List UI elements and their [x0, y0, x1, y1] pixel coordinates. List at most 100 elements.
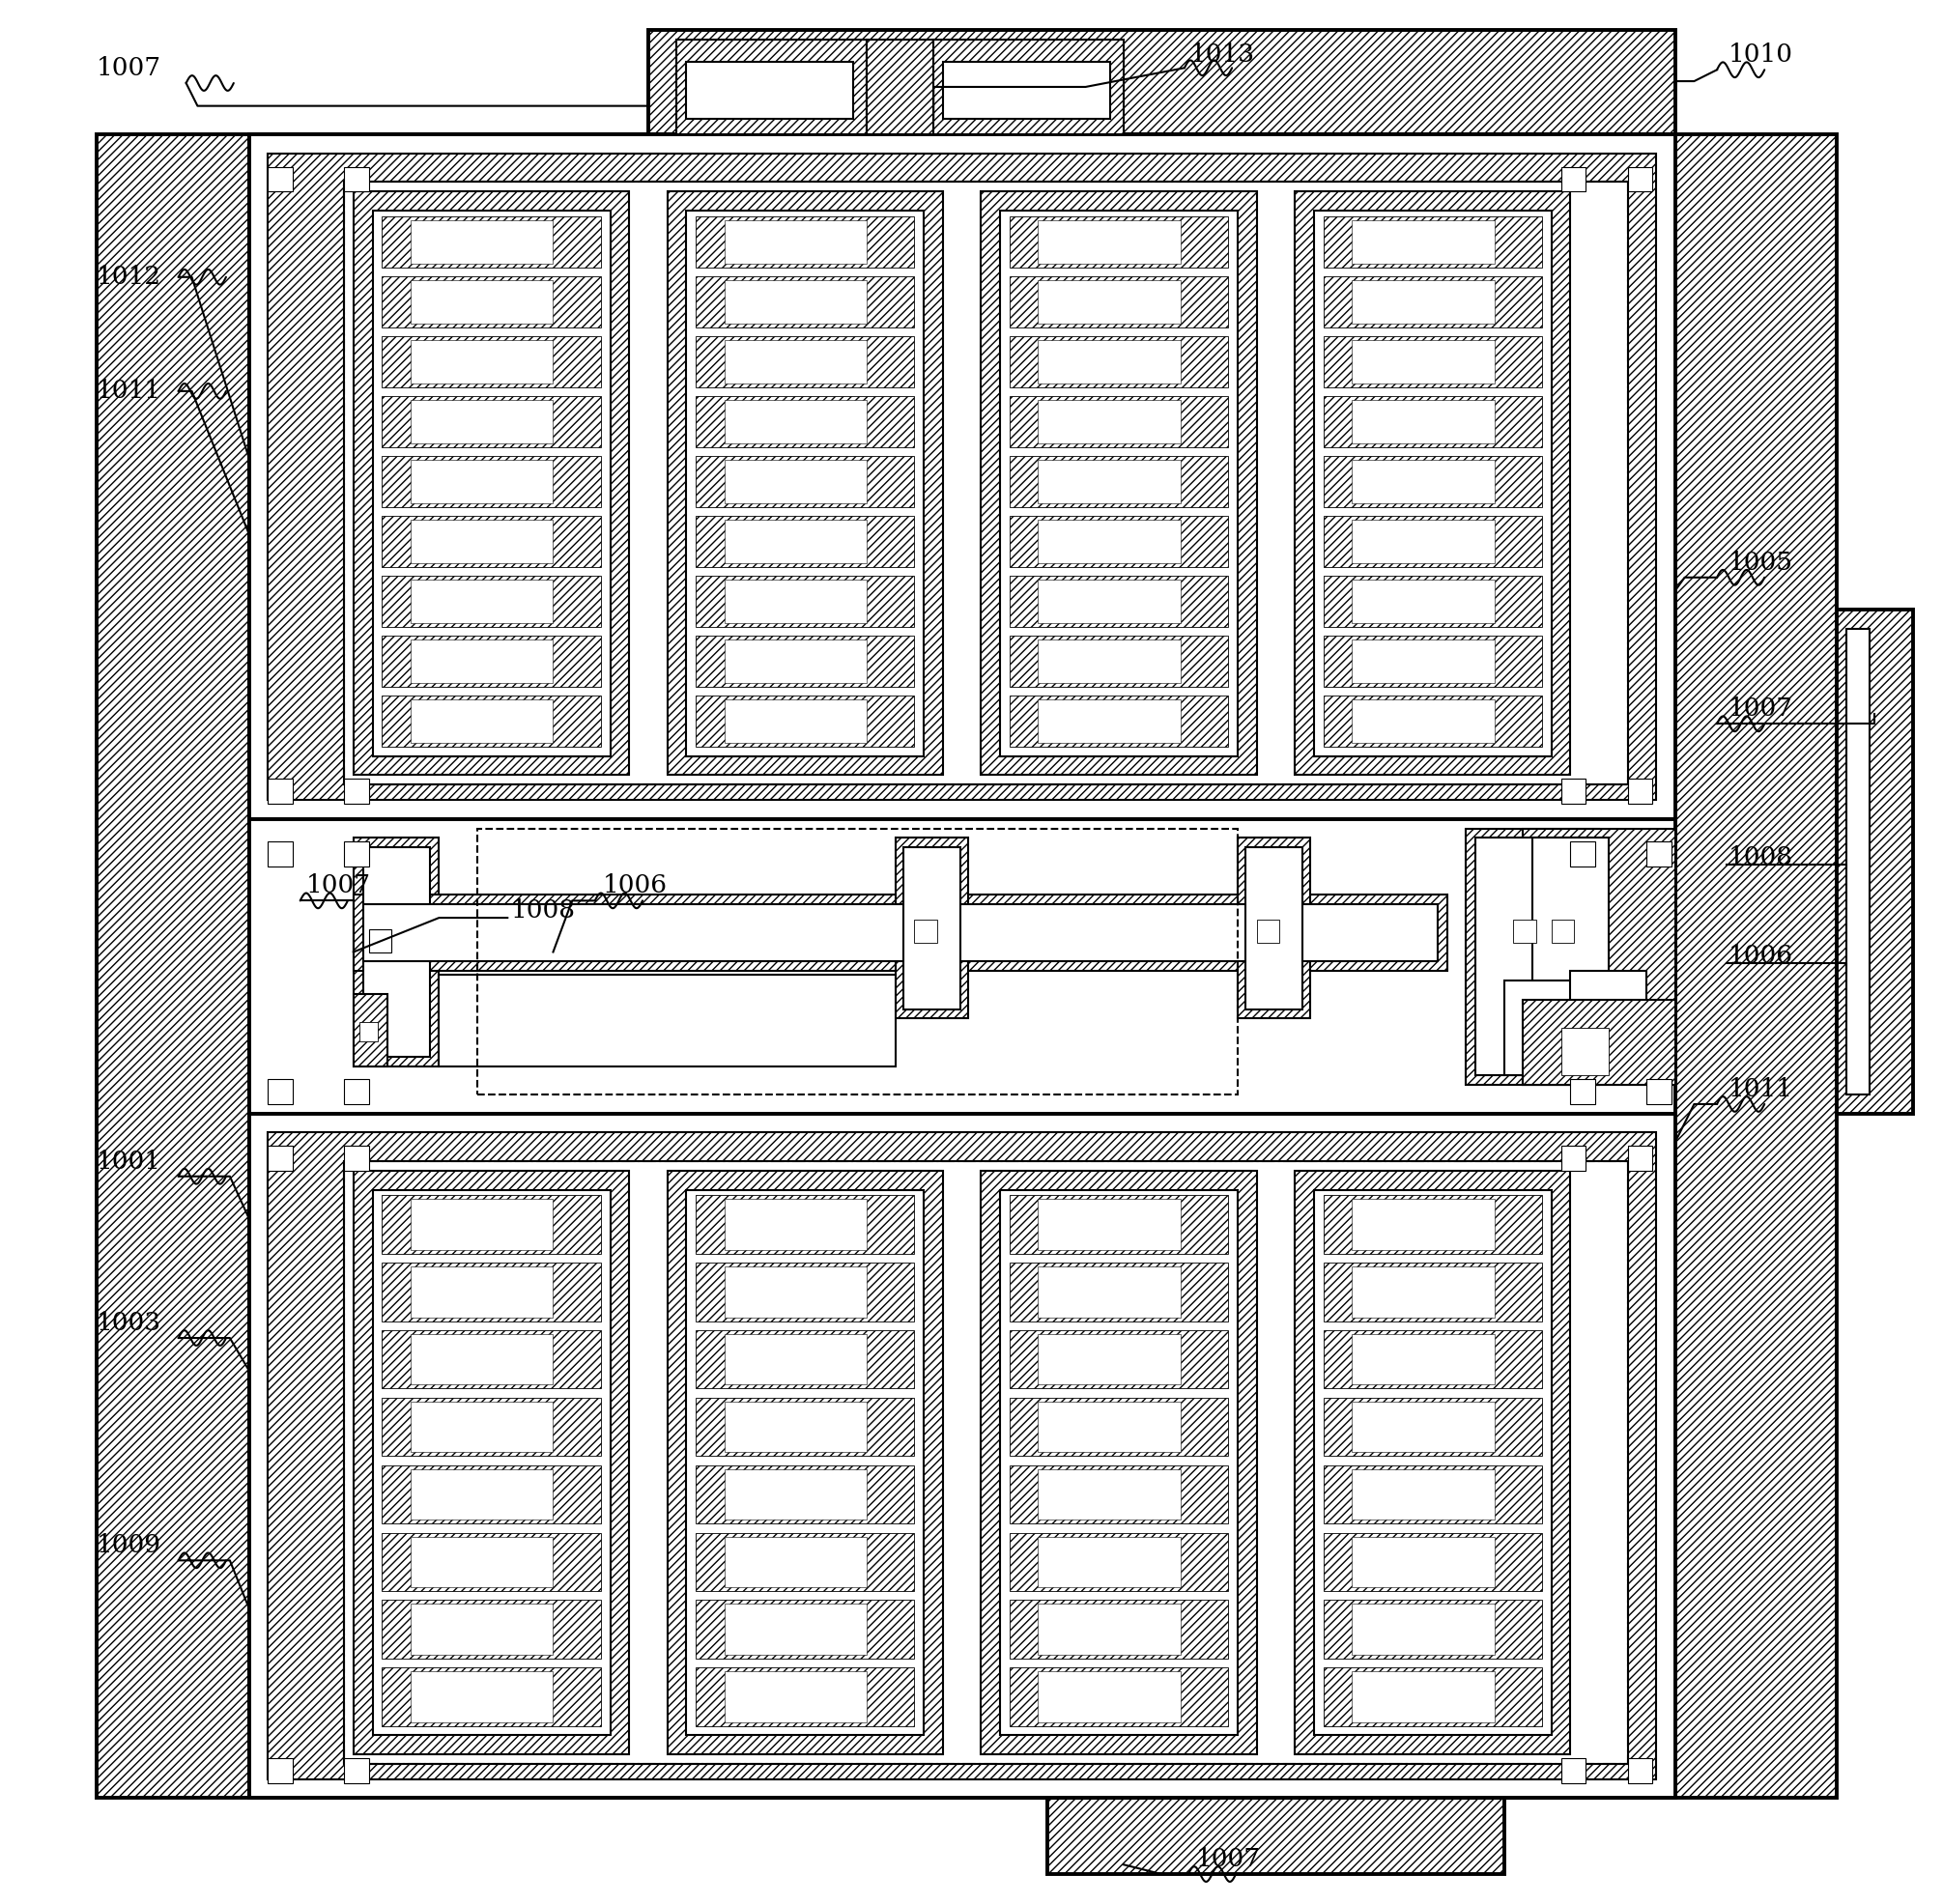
- Bar: [1323, 516, 1543, 567]
- Bar: [354, 994, 389, 1066]
- Bar: [354, 192, 630, 775]
- Bar: [696, 1331, 915, 1388]
- Bar: [410, 400, 554, 444]
- Bar: [1001, 211, 1238, 756]
- Bar: [725, 1200, 867, 1249]
- Bar: [696, 1466, 915, 1523]
- Bar: [1323, 636, 1543, 687]
- Bar: [410, 699, 554, 743]
- Bar: [268, 779, 293, 803]
- Bar: [1313, 1190, 1552, 1735]
- Bar: [1352, 579, 1494, 623]
- Bar: [373, 211, 610, 756]
- Bar: [1038, 1470, 1181, 1519]
- Text: 1008: 1008: [1729, 845, 1793, 868]
- Bar: [696, 1398, 915, 1457]
- Bar: [696, 1196, 915, 1253]
- Bar: [1038, 1603, 1181, 1655]
- Bar: [696, 636, 915, 687]
- Bar: [1038, 341, 1181, 383]
- Bar: [867, 40, 933, 135]
- Bar: [981, 1171, 1257, 1754]
- Text: 1007: 1007: [305, 874, 371, 897]
- Bar: [1038, 1672, 1181, 1721]
- Bar: [1628, 1757, 1652, 1782]
- Bar: [410, 1603, 554, 1655]
- Bar: [268, 168, 293, 192]
- Bar: [1570, 842, 1595, 866]
- Bar: [1294, 192, 1570, 775]
- Bar: [1038, 1200, 1181, 1249]
- Bar: [344, 183, 1628, 784]
- Bar: [1352, 280, 1494, 324]
- Bar: [410, 280, 554, 324]
- Bar: [1570, 971, 1646, 1076]
- Bar: [696, 1599, 915, 1658]
- Text: 1012: 1012: [97, 265, 161, 289]
- Bar: [1010, 1398, 1228, 1457]
- Bar: [686, 63, 853, 120]
- Bar: [1257, 920, 1280, 942]
- Bar: [1560, 1028, 1609, 1076]
- Bar: [369, 929, 391, 952]
- Bar: [249, 819, 1675, 1114]
- Bar: [410, 1401, 554, 1453]
- Bar: [903, 847, 960, 1009]
- Bar: [1628, 168, 1652, 192]
- Bar: [478, 828, 1238, 1095]
- Bar: [410, 579, 554, 623]
- Bar: [383, 575, 600, 626]
- Bar: [268, 1080, 293, 1104]
- Bar: [1323, 1466, 1543, 1523]
- Bar: [383, 396, 600, 447]
- Bar: [268, 842, 293, 866]
- Bar: [249, 135, 1675, 819]
- Bar: [725, 400, 867, 444]
- Bar: [439, 975, 896, 1066]
- Bar: [725, 1537, 867, 1588]
- Bar: [666, 192, 942, 775]
- Bar: [1010, 1466, 1228, 1523]
- Bar: [696, 1668, 915, 1725]
- Bar: [1010, 636, 1228, 687]
- Bar: [725, 1470, 867, 1519]
- Bar: [383, 276, 600, 327]
- Bar: [383, 337, 600, 387]
- Text: 1011: 1011: [1729, 1078, 1793, 1101]
- Bar: [1628, 1146, 1652, 1171]
- Bar: [410, 459, 554, 503]
- Bar: [1010, 516, 1228, 567]
- Bar: [1552, 920, 1574, 942]
- Bar: [725, 1672, 867, 1721]
- Bar: [725, 1603, 867, 1655]
- Bar: [1352, 1401, 1494, 1453]
- Bar: [1313, 211, 1552, 756]
- Bar: [1352, 1537, 1494, 1588]
- Bar: [696, 1262, 915, 1321]
- Bar: [1352, 640, 1494, 684]
- Bar: [383, 455, 600, 506]
- Bar: [1038, 400, 1181, 444]
- Bar: [359, 1022, 379, 1041]
- Bar: [354, 838, 439, 1066]
- Text: 1007: 1007: [1195, 1847, 1261, 1872]
- Bar: [383, 217, 600, 267]
- Bar: [1352, 1335, 1494, 1384]
- Bar: [410, 1672, 554, 1721]
- Bar: [383, 1398, 600, 1457]
- Bar: [1038, 459, 1181, 503]
- Bar: [696, 276, 915, 327]
- Bar: [249, 135, 1675, 1797]
- Bar: [344, 1757, 369, 1782]
- Bar: [344, 1080, 369, 1104]
- Bar: [1038, 221, 1181, 263]
- Bar: [383, 516, 600, 567]
- Bar: [725, 341, 867, 383]
- Bar: [410, 1200, 554, 1249]
- Bar: [410, 520, 554, 564]
- Bar: [268, 1757, 293, 1782]
- Bar: [268, 154, 1655, 800]
- Bar: [896, 838, 968, 1019]
- Bar: [1560, 1757, 1585, 1782]
- Bar: [725, 579, 867, 623]
